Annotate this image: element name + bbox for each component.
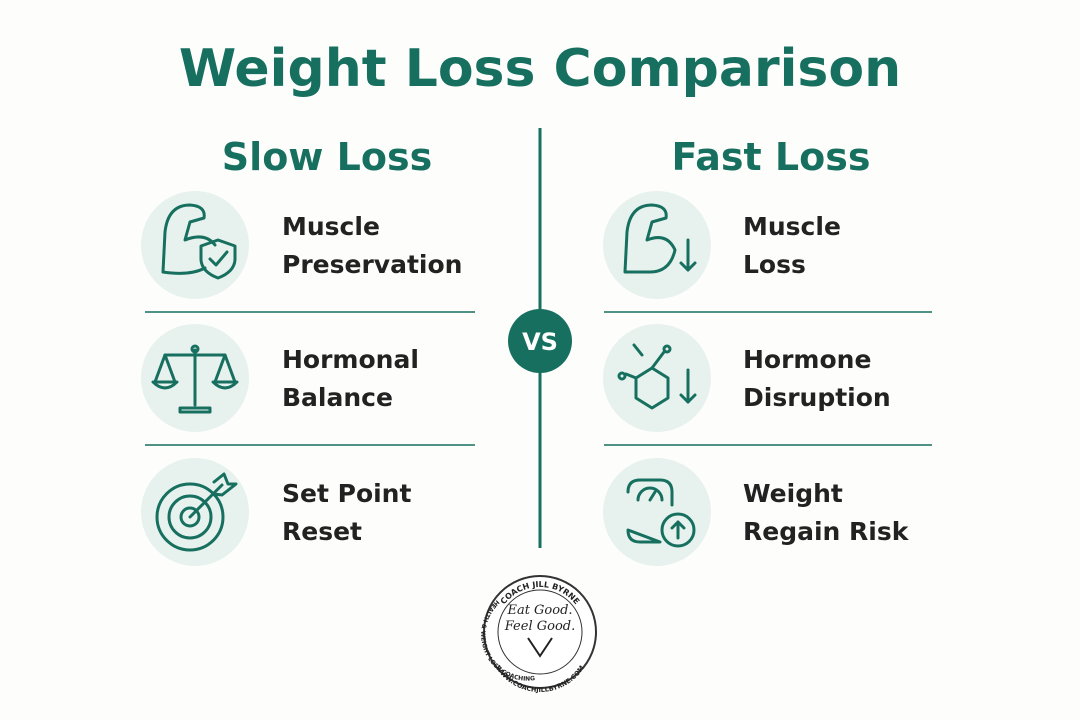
column-heading: Fast Loss	[672, 135, 871, 179]
vs-badge	[508, 309, 572, 373]
item-text: Loss	[743, 250, 806, 279]
icon-hormone	[617, 343, 697, 410]
item-text: Regain Risk	[743, 517, 910, 546]
item-text: Set Point	[282, 479, 411, 508]
vs-text: VS	[522, 328, 558, 356]
item-text: Muscle	[743, 212, 841, 241]
separators	[145, 311, 932, 446]
title: Weight Loss Comparison	[179, 39, 901, 99]
item-text: Balance	[282, 383, 393, 412]
item-text: Hormonal	[282, 345, 419, 374]
logo: COACH JILL BYRNE Eat Good. Feel Good. HE…	[479, 575, 597, 694]
item-text: Disruption	[743, 383, 891, 412]
item-text: Hormone	[743, 345, 871, 374]
logo-line: Feel Good.	[504, 619, 575, 634]
item-text: Preservation	[282, 250, 462, 279]
icon-target	[155, 472, 238, 552]
icon-muscle-down	[623, 203, 697, 274]
item-text: Reset	[282, 517, 362, 546]
item-text: Weight	[743, 479, 843, 508]
column-heading: Slow Loss	[222, 135, 432, 179]
icon-muscle-shield	[161, 203, 237, 280]
icon-scale-up	[626, 478, 696, 548]
logo-line: Eat Good.	[506, 603, 572, 618]
items: Muscle Preservation Hormonal Balance Set…	[282, 212, 910, 546]
item-text: Muscle	[282, 212, 380, 241]
icon-scale	[151, 344, 239, 414]
logo-mark	[527, 637, 553, 658]
